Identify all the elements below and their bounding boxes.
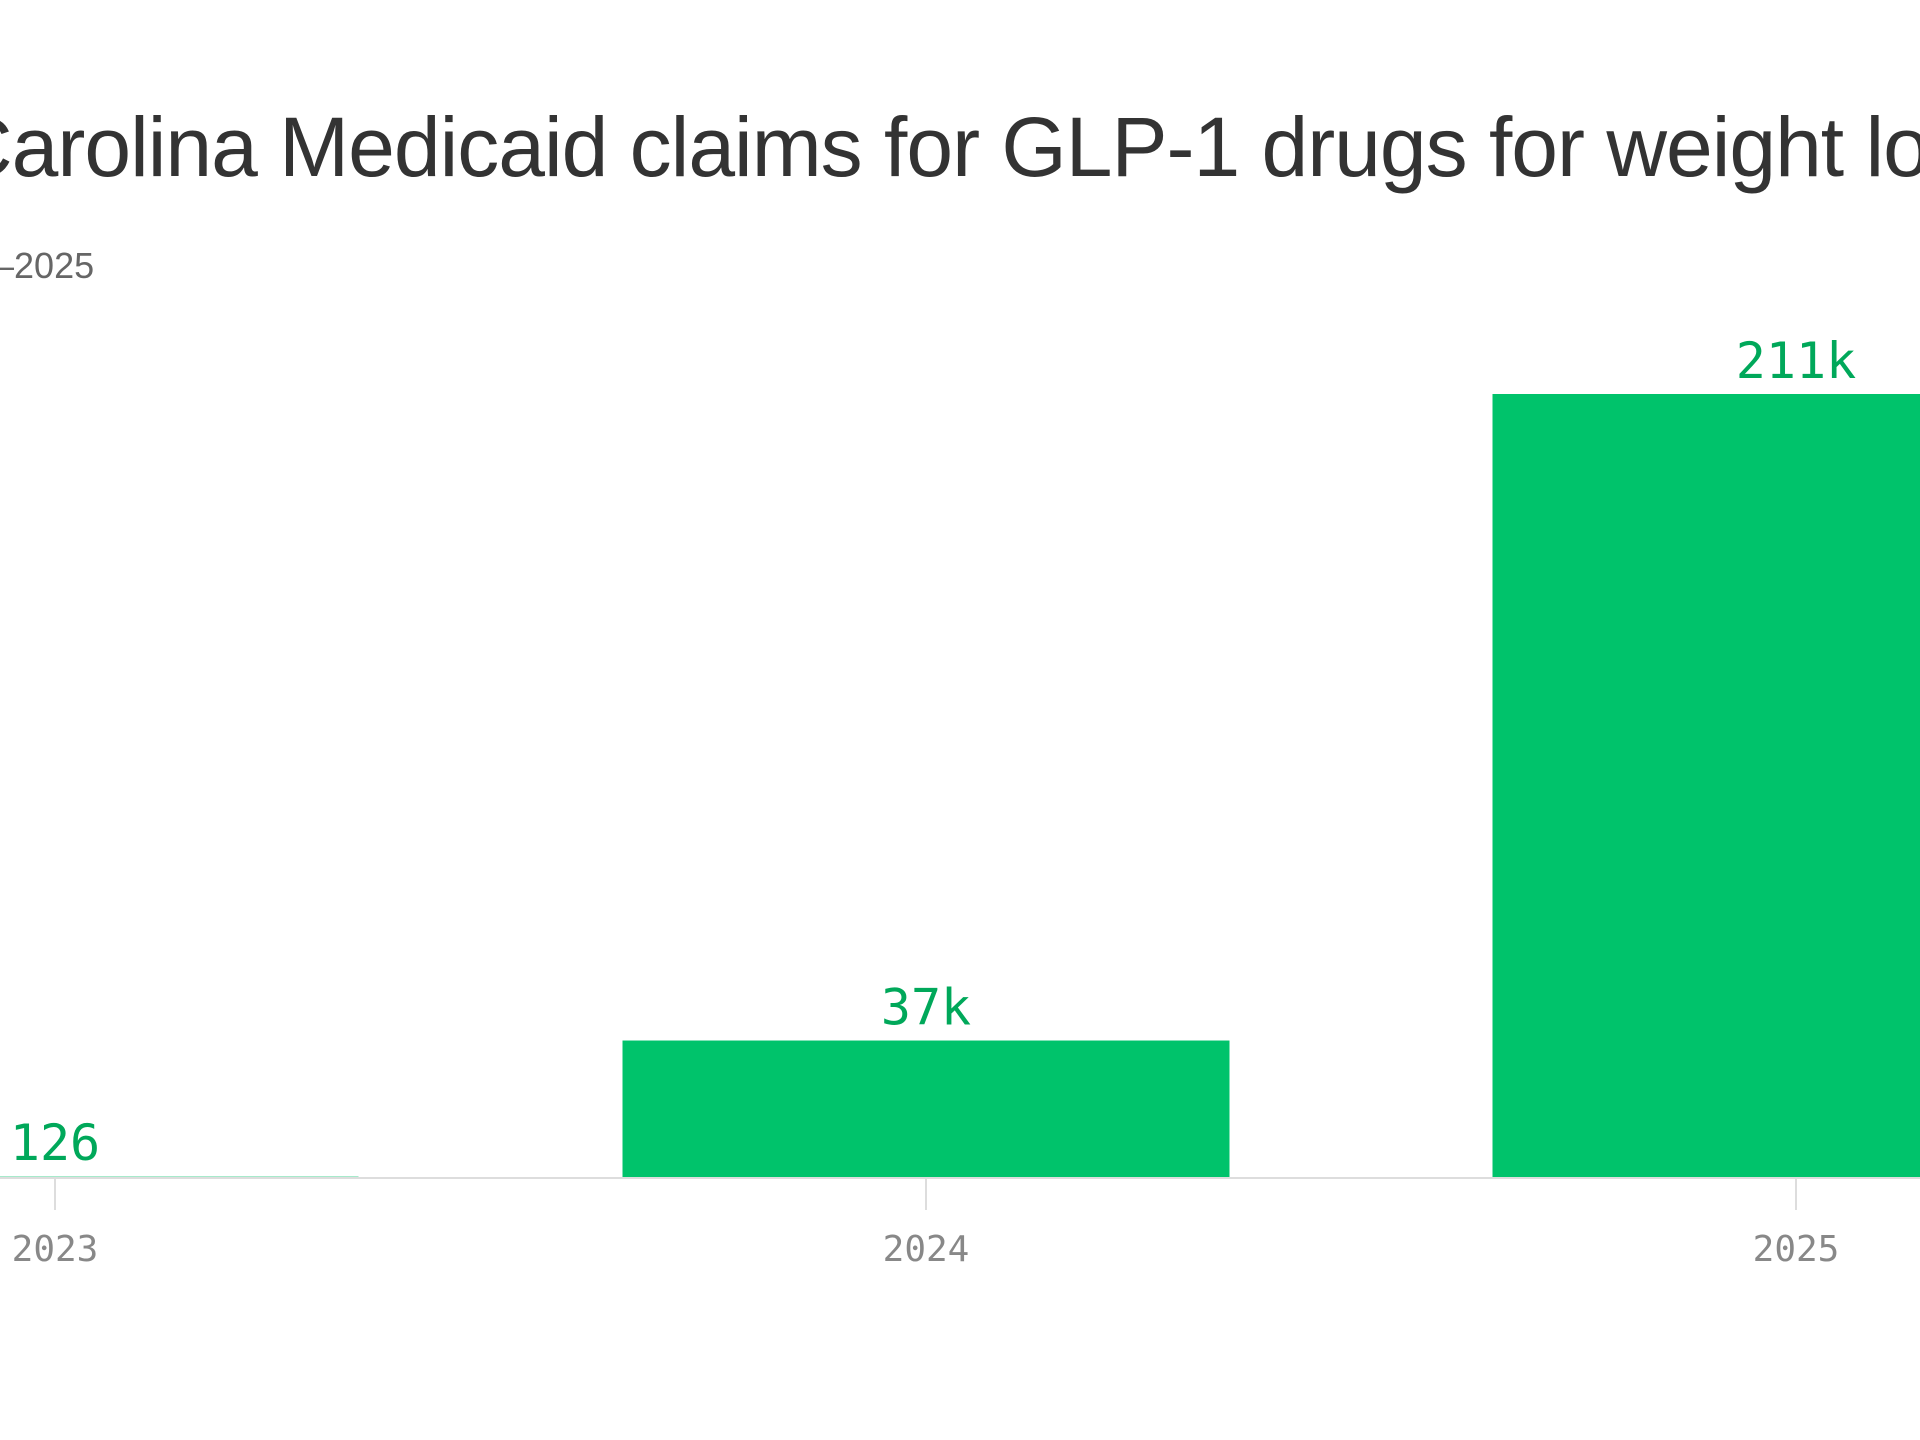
chart-title: Carolina Medicaid claims for GLP-1 drugs… bbox=[0, 100, 1920, 194]
bars-layer bbox=[0, 394, 1920, 1178]
bar-2025 bbox=[1492, 394, 1920, 1178]
value-label-2024: 37k bbox=[881, 979, 971, 1037]
tick-label-2023: 2023 bbox=[12, 1229, 99, 1270]
tick-label-2024: 2024 bbox=[883, 1229, 970, 1270]
value-labels: 126 37k 211k bbox=[10, 332, 1856, 1172]
x-axis-ticks: 2023 2024 2025 bbox=[12, 1178, 1840, 1270]
value-label-2025: 211k bbox=[1736, 332, 1856, 390]
bar-2024 bbox=[622, 1040, 1230, 1178]
chart-subtitle: –2025 bbox=[0, 245, 95, 286]
value-label-2023: 126 bbox=[10, 1114, 100, 1172]
tick-label-2025: 2025 bbox=[1753, 1229, 1840, 1270]
